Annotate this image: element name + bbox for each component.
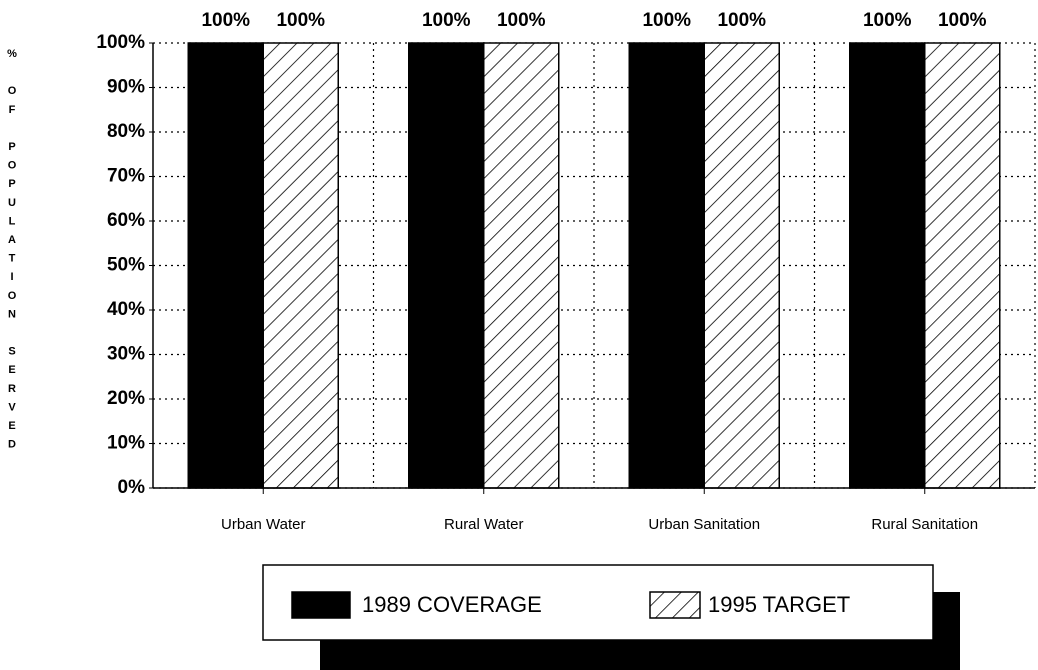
value-label: 100% — [276, 10, 325, 31]
y-tick-label: 10% — [107, 433, 145, 454]
bar — [924, 42, 1001, 489]
legend-label: 1995 TARGET — [708, 592, 850, 617]
legend-box — [262, 564, 934, 641]
bar — [408, 42, 485, 489]
y-tick-label: 40% — [107, 299, 145, 320]
value-label: 100% — [497, 10, 546, 31]
y-tick-label: 0% — [118, 477, 146, 498]
x-tick-label: Urban Sanitation — [648, 516, 760, 533]
legend-label: 1989 COVERAGE — [362, 592, 542, 617]
x-tick-label: Rural Water — [444, 516, 523, 533]
y-axis-label: % OF POPULATION SERVED — [6, 48, 18, 458]
legend-swatch — [649, 591, 701, 619]
value-label: 100% — [642, 10, 691, 31]
y-tick-label: 50% — [107, 255, 145, 276]
bar — [483, 42, 560, 489]
y-tick-label: 100% — [96, 32, 145, 53]
x-tick-label: Urban Water — [221, 516, 305, 533]
y-tick-label: 90% — [107, 77, 145, 98]
x-tick-label: Rural Sanitation — [871, 516, 978, 533]
value-label: 100% — [938, 10, 987, 31]
bar — [187, 42, 264, 489]
y-tick-label: 70% — [107, 166, 145, 187]
value-label: 100% — [863, 10, 912, 31]
y-tick-label: 80% — [107, 121, 145, 142]
value-label: 100% — [422, 10, 471, 31]
bar — [262, 42, 339, 489]
value-label: 100% — [201, 10, 250, 31]
bar — [703, 42, 780, 489]
bar — [628, 42, 705, 489]
value-label: 100% — [717, 10, 766, 31]
y-tick-label: 60% — [107, 210, 145, 231]
y-tick-label: 20% — [107, 388, 145, 409]
legend-swatch — [291, 591, 351, 619]
bar — [849, 42, 926, 489]
y-tick-label: 30% — [107, 344, 145, 365]
